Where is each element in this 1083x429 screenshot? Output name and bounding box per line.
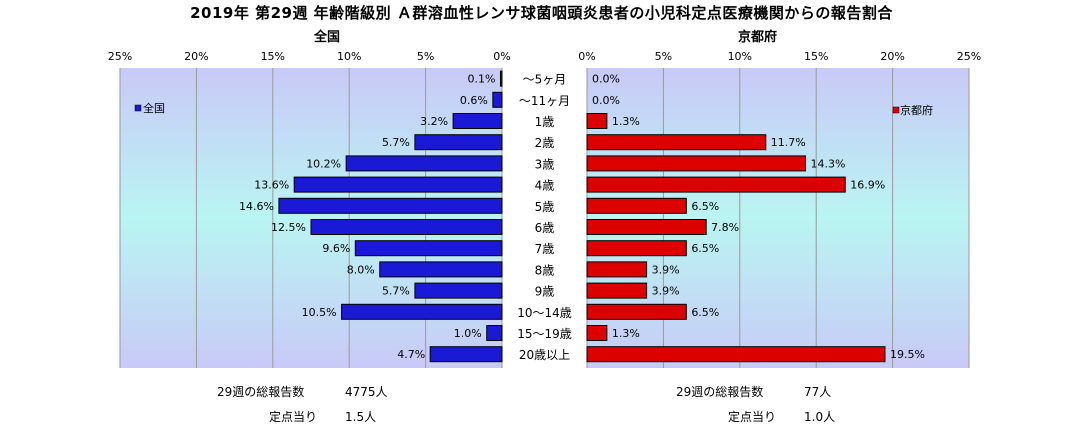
age-category-label: 15～19歳 bbox=[517, 327, 572, 341]
left-tick-label: 20% bbox=[184, 50, 208, 63]
kyoto-bar bbox=[586, 176, 846, 193]
right-per-label: 定点当り bbox=[728, 410, 777, 424]
kyoto-bar bbox=[586, 113, 608, 129]
zenkoku-data-label: 1.0% bbox=[454, 327, 482, 340]
age-category-label: 2歳 bbox=[535, 136, 555, 150]
left-tick-label: 0% bbox=[493, 50, 510, 63]
kyoto-data-label: 14.3% bbox=[811, 157, 846, 170]
zenkoku-bar bbox=[341, 303, 503, 320]
kyoto-data-label: 0.0% bbox=[592, 94, 620, 107]
left-per-label: 定点当り bbox=[269, 410, 318, 424]
age-category-label: 7歳 bbox=[535, 242, 555, 256]
right-per-value: 1.0人 bbox=[804, 410, 836, 424]
kyoto-data-label: 6.5% bbox=[691, 306, 719, 319]
kyoto-data-label: 3.9% bbox=[652, 285, 680, 298]
chart-title: 2019年 第29週 年齢階級別 Ａ群溶血性レンサ球菌咽頭炎患者の小児科定点医療… bbox=[190, 4, 893, 22]
left-plot-area bbox=[120, 68, 502, 368]
kyoto-data-label: 6.5% bbox=[691, 200, 719, 213]
age-category-label: 4歳 bbox=[535, 179, 555, 193]
kyoto-data-label: 6.5% bbox=[691, 242, 719, 255]
left-legend-swatch bbox=[134, 104, 142, 112]
zenkoku-data-label: 13.6% bbox=[254, 179, 289, 192]
zenkoku-bar bbox=[486, 325, 503, 341]
kyoto-bar bbox=[586, 155, 807, 172]
left-tick-label: 10% bbox=[337, 50, 361, 63]
zenkoku-data-label: 5.7% bbox=[382, 136, 410, 149]
zenkoku-bar bbox=[414, 134, 503, 151]
kyoto-data-label: 7.8% bbox=[711, 221, 739, 234]
kyoto-data-label: 19.5% bbox=[890, 348, 925, 361]
left-panel-title: 全国 bbox=[314, 30, 341, 45]
right-panel-title: 京都府 bbox=[738, 30, 778, 45]
left-per-value: 1.5人 bbox=[345, 410, 377, 424]
kyoto-bar bbox=[586, 134, 767, 151]
zenkoku-data-label: 10.2% bbox=[306, 157, 341, 170]
right-tick-label: 25% bbox=[957, 50, 981, 63]
age-category-label: 8歳 bbox=[535, 263, 555, 277]
age-category-label: 10～14歳 bbox=[517, 306, 572, 320]
age-category-label: 20歳以上 bbox=[519, 348, 570, 362]
right-total-label: 29週の総報告数 bbox=[676, 385, 764, 399]
left-legend-label: 全国 bbox=[143, 101, 165, 115]
kyoto-data-label: 0.0% bbox=[592, 73, 620, 86]
zenkoku-bar bbox=[452, 113, 503, 129]
age-category-label: ～5ヶ月 bbox=[523, 73, 567, 87]
left-total-label: 29週の総報告数 bbox=[217, 385, 305, 399]
right-tick-label: 0% bbox=[578, 50, 595, 63]
zenkoku-bar bbox=[345, 155, 503, 172]
right-total-value: 77人 bbox=[804, 385, 832, 399]
kyoto-bar bbox=[586, 303, 687, 320]
right-legend-swatch bbox=[892, 106, 900, 114]
kyoto-data-label: 16.9% bbox=[850, 179, 885, 192]
right-tick-label: 15% bbox=[804, 50, 828, 63]
age-category-label: 3歳 bbox=[535, 157, 555, 171]
right-tick-label: 20% bbox=[880, 50, 904, 63]
age-category-label: ～11ヶ月 bbox=[519, 94, 570, 108]
zenkoku-data-label: 4.7% bbox=[397, 348, 425, 361]
zenkoku-bar bbox=[414, 282, 503, 299]
kyoto-data-label: 11.7% bbox=[771, 136, 806, 149]
kyoto-bar bbox=[586, 325, 608, 341]
left-total-value: 4775人 bbox=[345, 385, 388, 399]
zenkoku-bar bbox=[499, 70, 503, 87]
age-category-label: 6歳 bbox=[535, 221, 555, 235]
right-tick-label: 10% bbox=[728, 50, 752, 63]
kyoto-bar bbox=[586, 261, 648, 278]
kyoto-data-label: 1.3% bbox=[612, 115, 640, 128]
left-tick-label: 25% bbox=[108, 50, 132, 63]
zenkoku-data-label: 0.6% bbox=[460, 94, 488, 107]
kyoto-data-label: 1.3% bbox=[612, 327, 640, 340]
zenkoku-data-label: 5.7% bbox=[382, 285, 410, 298]
zenkoku-bar bbox=[310, 219, 503, 235]
age-category-label: 1歳 bbox=[535, 115, 555, 129]
kyoto-bar bbox=[586, 219, 707, 235]
zenkoku-data-label: 14.6% bbox=[239, 200, 274, 213]
right-tick-label: 5% bbox=[655, 50, 672, 63]
kyoto-bar bbox=[586, 240, 687, 257]
right-legend-label: 京都府 bbox=[900, 103, 933, 117]
left-tick-label: 5% bbox=[417, 50, 434, 63]
left-tick-label: 15% bbox=[261, 50, 285, 63]
zenkoku-data-label: 9.6% bbox=[322, 242, 350, 255]
zenkoku-bar bbox=[354, 240, 503, 257]
kyoto-bar bbox=[586, 282, 648, 299]
zenkoku-bar bbox=[429, 346, 503, 363]
zenkoku-bar bbox=[492, 91, 503, 108]
age-category-label: 9歳 bbox=[535, 285, 555, 299]
kyoto-bar bbox=[586, 197, 687, 214]
age-category-label: 5歳 bbox=[535, 200, 555, 214]
zenkoku-bar bbox=[293, 176, 503, 193]
zenkoku-data-label: 12.5% bbox=[271, 221, 306, 234]
kyoto-data-label: 3.9% bbox=[652, 263, 680, 276]
zenkoku-data-label: 0.1% bbox=[468, 73, 496, 86]
zenkoku-data-label: 8.0% bbox=[347, 263, 375, 276]
zenkoku-data-label: 10.5% bbox=[302, 306, 337, 319]
zenkoku-bar bbox=[379, 261, 503, 278]
zenkoku-bar bbox=[278, 197, 503, 214]
zenkoku-data-label: 3.2% bbox=[420, 115, 448, 128]
kyoto-bar bbox=[586, 346, 886, 363]
